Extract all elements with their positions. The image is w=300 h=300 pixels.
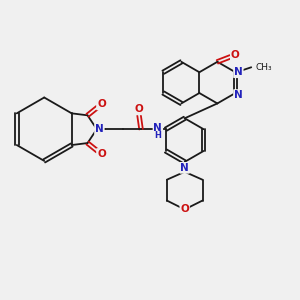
- Text: O: O: [97, 149, 106, 159]
- Text: O: O: [135, 104, 143, 114]
- Text: O: O: [180, 204, 189, 214]
- Text: N: N: [154, 123, 162, 133]
- Text: CH₃: CH₃: [255, 63, 272, 72]
- Text: O: O: [231, 50, 240, 60]
- Text: N: N: [95, 124, 104, 134]
- Text: H: H: [154, 130, 161, 140]
- Text: N: N: [234, 90, 243, 100]
- Text: N: N: [180, 163, 189, 173]
- Text: N: N: [234, 67, 243, 77]
- Text: O: O: [97, 99, 106, 110]
